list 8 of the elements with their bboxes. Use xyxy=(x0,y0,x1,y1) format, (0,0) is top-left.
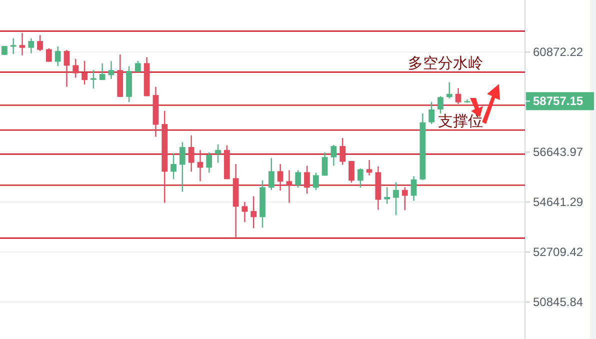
y-tick-label: 54641.29 xyxy=(533,195,584,210)
ref-line-label: 多空分水岭 xyxy=(408,55,483,72)
y-tick-label: 60872.22 xyxy=(533,45,584,60)
ref-line-label: 支撑位 xyxy=(438,113,483,130)
y-tick-label: 56643.97 xyxy=(533,145,584,160)
y-tick-label: 50845.84 xyxy=(533,295,584,310)
text: 58757.15 xyxy=(533,94,584,108)
y-tick-label: 52709.42 xyxy=(533,245,584,260)
